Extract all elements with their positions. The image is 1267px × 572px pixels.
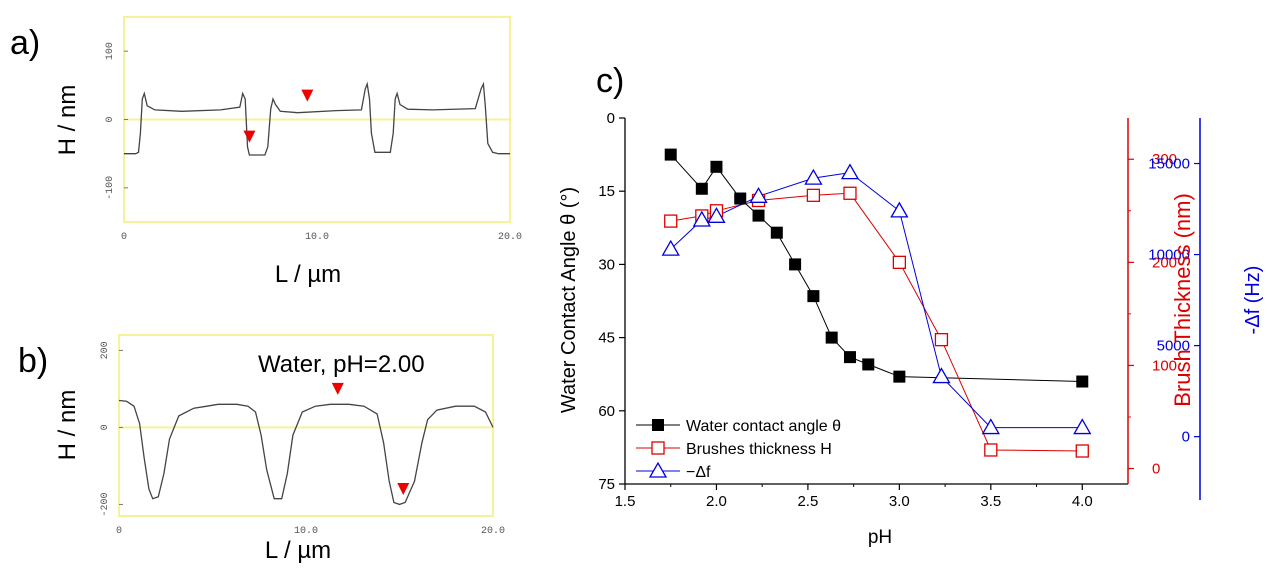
panel-label-c: c) — [596, 62, 624, 100]
panel-c-left-tick-label: 75 — [598, 476, 615, 493]
panel-a-xtick-label: 20.0 — [498, 232, 522, 243]
legend-label-0: Water contact angle θ — [686, 418, 841, 435]
panel-c-outer-tick-label: 10000 — [1148, 247, 1190, 264]
panel-c-series-point-2 — [840, 163, 860, 180]
panel-c-series-line-0 — [670, 154, 1083, 382]
panel-c-series-point-2 — [661, 239, 680, 256]
panel-c-series-point-1 — [843, 186, 857, 200]
panel-c-series-point-0 — [664, 148, 677, 161]
panel-c-left-ylabel: Water Contact Angle θ (°) — [558, 187, 580, 413]
panel-b-annotation: Water, pH=2.00 — [258, 351, 425, 378]
panel-b-ytick-label: -200 — [100, 492, 111, 516]
panel-b-ytick-label: 200 — [100, 341, 111, 359]
panel-a-ytick-label: -100 — [105, 176, 116, 200]
panel-a-marker — [243, 130, 256, 143]
panel-c-series-point-0 — [789, 258, 802, 271]
panel-c-left-tick-label: 30 — [598, 256, 615, 273]
panel-c-right-tick-label: 300 — [1152, 151, 1177, 168]
panel-b-ytick-label: 0 — [100, 424, 111, 430]
legend-marker-0 — [652, 419, 664, 431]
panel-c-xtick-label: 2.5 — [797, 493, 818, 510]
panel-c-series-point-2 — [981, 418, 1000, 435]
panel-a-xlabel: L / µm — [275, 261, 341, 288]
panel-c-series-line-2 — [670, 172, 1083, 429]
panel-c-series-point-0 — [770, 226, 783, 239]
panel-b-marker — [397, 483, 410, 496]
panel-c-series-point-0 — [752, 209, 765, 222]
panel-c-left-tick-label: 0 — [607, 110, 615, 127]
panel-a-profile-line — [124, 81, 510, 156]
legend-label-2: −Δf — [686, 464, 711, 481]
panel-a-ytick-label: 100 — [105, 42, 116, 60]
panel-c-series-point-2 — [692, 210, 711, 227]
panel-c-xlabel: pH — [868, 527, 892, 548]
panel-c-xtick-label: 3.0 — [889, 493, 910, 510]
panel-b-frame — [118, 334, 494, 517]
panel-c-series-point-1 — [664, 214, 678, 228]
panel-b-profile-line — [118, 399, 494, 506]
panel-c-left-tick-label: 60 — [598, 403, 615, 420]
panel-b-xtick-label: 0 — [116, 526, 122, 537]
panel-b-marker — [331, 382, 344, 395]
panel-b-xtick-label: 20.0 — [481, 526, 505, 537]
panel-c-series-point-2 — [890, 201, 909, 218]
panel-c-series-point-0 — [734, 192, 747, 205]
panel-b-ylabel: H / nm — [54, 390, 81, 461]
legend-marker-2 — [648, 461, 668, 478]
panel-c-outer-tick-label: 15000 — [1148, 156, 1190, 173]
panel-c-series-point-0 — [710, 160, 723, 173]
panel-c-series-point-2 — [1073, 418, 1092, 435]
panel-a-plot: 100 0 -100 0 10.0 20.0 H / nm L / µm — [54, 16, 522, 288]
panel-c-series-point-1 — [806, 188, 821, 202]
panel-c-legend: Water contact angle θ Brushes thickness H… — [636, 418, 841, 481]
panel-c-series-line-1 — [670, 192, 1083, 452]
panel-c-series-point-1 — [984, 443, 998, 457]
panel-c-plot: 1.5 2.0 2.5 3.0 3.5 4.0 0 15 30 45 60 75 0 100 200 300 0… — [558, 110, 1264, 548]
panel-c-series-point-0 — [843, 351, 856, 364]
legend-marker-1 — [651, 441, 665, 455]
panel-c-outer-tick-label: 0 — [1182, 429, 1190, 446]
panel-a-ylabel: H / nm — [54, 85, 81, 156]
panel-c-left-tick-label: 45 — [598, 330, 615, 347]
panel-c-series-point-0 — [862, 358, 875, 371]
panel-c-xtick-label: 3.5 — [980, 493, 1001, 510]
panel-b-xtick-label: 10.0 — [294, 526, 318, 537]
panel-c-series-point-0 — [893, 370, 906, 383]
panel-c-series-point-2 — [749, 186, 768, 203]
panel-a-ytick-label: 0 — [105, 116, 116, 122]
panel-label-b: b) — [18, 342, 48, 380]
panel-c-series-point-1 — [1075, 444, 1089, 458]
panel-c-series-point-2 — [707, 207, 726, 223]
panel-c-series-point-1 — [934, 333, 949, 347]
panel-c-right-ylabel: Brush Thickness (nm) — [1170, 193, 1195, 407]
panel-a-xtick-label: 10.0 — [305, 232, 329, 243]
panel-c-outer-ylabel: -Δf (Hz) — [1242, 266, 1264, 335]
legend-label-1: Brushes thickness H — [686, 441, 832, 458]
panel-c-right-tick-label: 0 — [1152, 461, 1160, 478]
panel-c-series-point-0 — [1076, 375, 1089, 388]
panel-c-series-point-1 — [892, 255, 907, 269]
panel-a-xtick-label: 0 — [121, 232, 127, 243]
panel-c-series-point-0 — [695, 182, 708, 195]
panel-c-outer-tick-label: 5000 — [1157, 338, 1190, 355]
panel-b-plot: 200 0 -200 0 10.0 20.0 Water, pH=2.00 H / nm… — [54, 334, 505, 564]
panel-label-a: a) — [10, 24, 40, 62]
panel-c-xtick-label: 2.0 — [706, 493, 727, 510]
panel-c-right-tick-label: 100 — [1152, 357, 1177, 374]
panel-c-series-point-0 — [825, 331, 838, 344]
panel-c-xtick-label: 1.5 — [615, 493, 636, 510]
panel-b-xlabel: L / µm — [265, 537, 331, 564]
panel-a-marker — [301, 89, 314, 102]
panel-c-series-point-2 — [804, 168, 823, 185]
panel-c-series-point-0 — [807, 290, 820, 303]
panel-c-series-point-2 — [932, 367, 951, 384]
panel-c-right-tick-label: 200 — [1152, 254, 1177, 271]
panel-c-left-tick-label: 15 — [598, 183, 615, 200]
panel-c-xtick-label: 4.0 — [1072, 493, 1093, 510]
